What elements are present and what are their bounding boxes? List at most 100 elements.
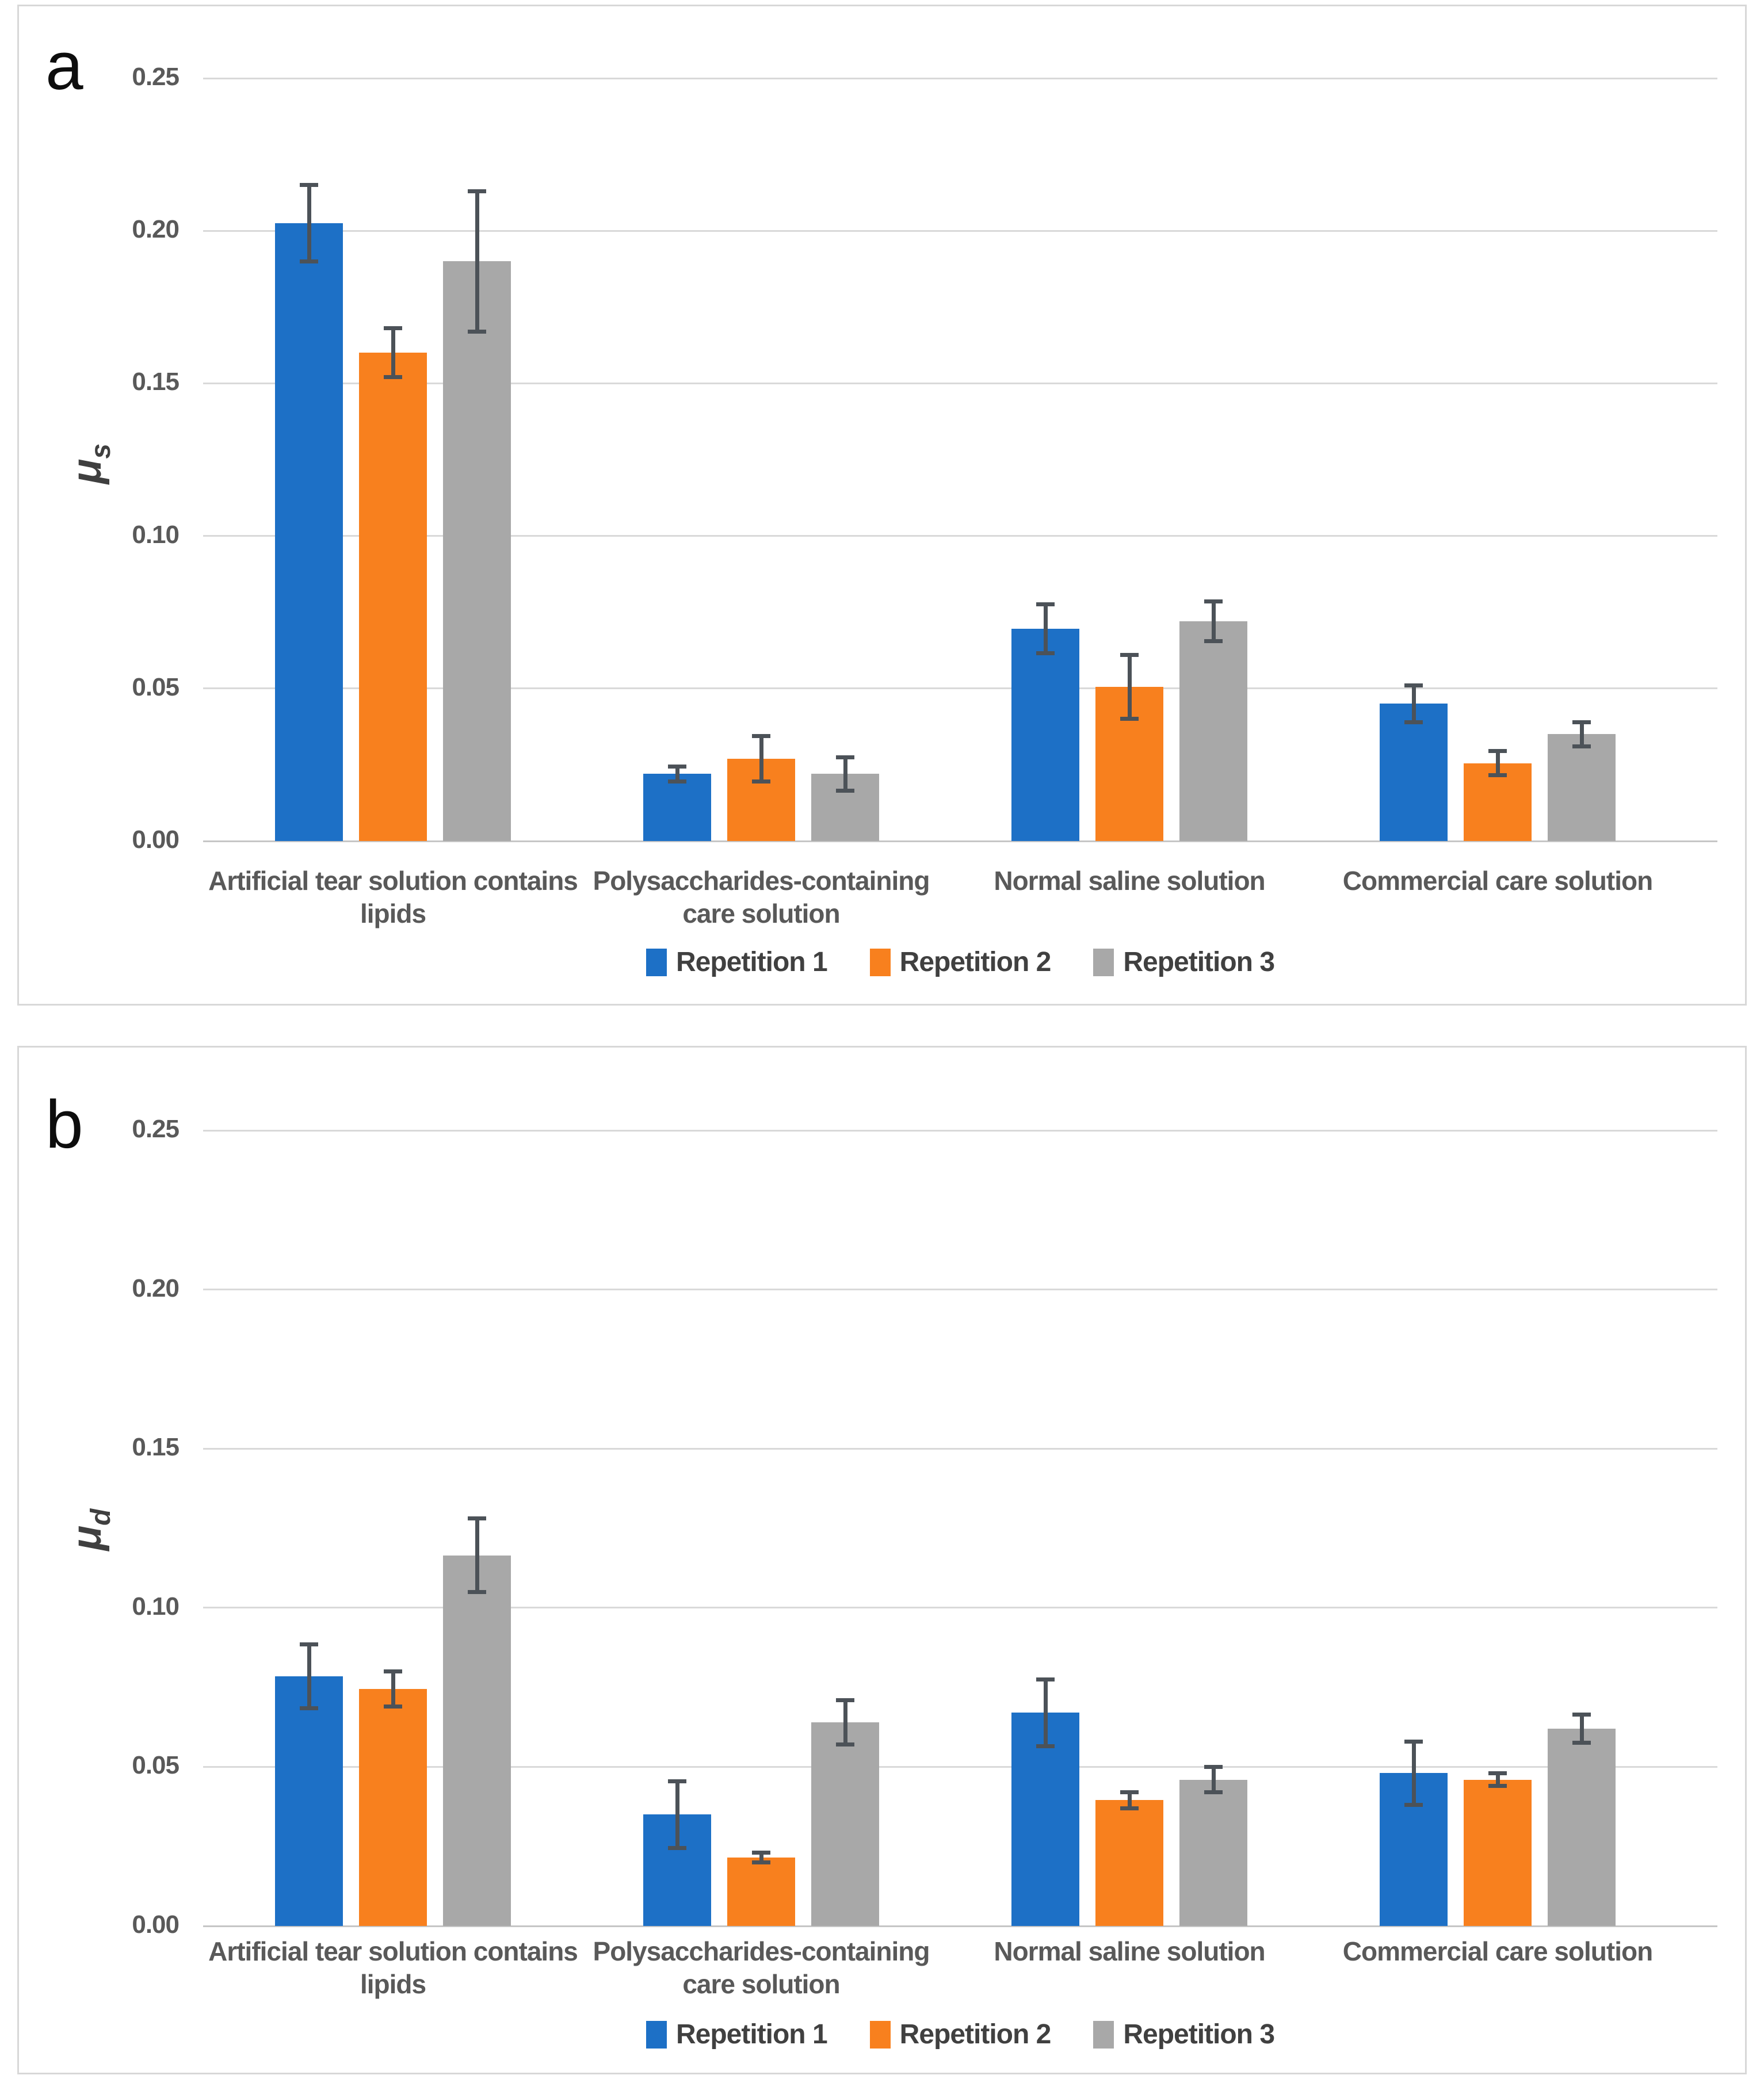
bar-repetition-3	[443, 1556, 511, 1926]
error-bar-cap-bottom	[668, 779, 686, 784]
gridline	[203, 1448, 1717, 1450]
error-bar-cap-top	[384, 326, 402, 330]
legend: Repetition 1 Repetition 2 Repetition 3	[203, 946, 1717, 978]
category-label: Polysaccharides-containing care solution	[593, 1936, 930, 1999]
error-bar-line	[1128, 655, 1132, 719]
legend-label: Repetition 3	[1123, 947, 1275, 977]
error-bar-cap-bottom	[836, 789, 854, 793]
legend-label: Repetition 3	[1123, 2019, 1275, 2050]
legend: Repetition 1 Repetition 2 Repetition 3	[203, 2019, 1717, 2050]
panel-b: b μd 0.00 0.05 0.10 0.15 0.20 0.25 Artificial …	[17, 1046, 1747, 2074]
error-bar-line	[1044, 605, 1048, 653]
mu-subscript: s	[86, 443, 116, 459]
error-bar-line	[1412, 1741, 1416, 1805]
error-bar-cap-top	[1120, 653, 1139, 657]
legend-swatch-icon	[869, 948, 891, 976]
error-bar-cap-top	[300, 1642, 318, 1646]
legend-swatch-icon	[646, 2020, 667, 2049]
y-tick-label: 0.00	[132, 826, 180, 854]
bar-repetition-2	[727, 1858, 795, 1926]
gridline	[203, 1130, 1717, 1132]
legend-swatch-icon	[1093, 948, 1114, 976]
error-bar-cap-top	[1404, 683, 1423, 687]
bar-repetition-3	[811, 1722, 879, 1926]
bar-repetition-2	[1095, 1800, 1163, 1926]
error-bar-cap-bottom	[668, 1846, 686, 1850]
x-axis-baseline	[203, 1925, 1717, 1927]
y-tick-label: 0.00	[132, 1910, 180, 1939]
y-tick-label: 0.10	[132, 1592, 180, 1621]
legend-item-repetition-2: Repetition 2	[869, 946, 1052, 978]
category-label: Polysaccharides-containing care solution	[593, 866, 930, 928]
error-bar-cap-bottom	[300, 1706, 318, 1710]
error-bar-line	[843, 757, 847, 790]
error-bar-cap-bottom	[1488, 773, 1507, 777]
legend-swatch-icon	[1093, 2020, 1114, 2049]
category-label: Artificial tear solution contains lipids	[208, 1936, 578, 1999]
y-tick-label: 0.15	[132, 368, 180, 396]
bar-repetition-3	[443, 261, 511, 841]
error-bar-cap-top	[1404, 1740, 1423, 1744]
error-bar-cap-top	[1036, 602, 1055, 606]
bar-repetition-3	[1179, 1780, 1247, 1926]
bar-repetition-1	[275, 223, 343, 841]
error-bar-cap-top	[836, 755, 854, 759]
gridline	[203, 383, 1717, 384]
y-tick-label: 0.20	[132, 1274, 180, 1302]
error-bar-line	[1212, 602, 1216, 641]
error-bar-line	[675, 1781, 679, 1848]
error-bar-line	[1580, 722, 1584, 746]
gridline	[203, 78, 1717, 79]
legend-label: Repetition 2	[899, 947, 1052, 977]
bar-repetition-1	[643, 774, 711, 841]
error-bar-cap-top	[1204, 1765, 1223, 1769]
error-bar-line	[759, 1853, 763, 1863]
error-bar-cap-bottom	[384, 375, 402, 379]
error-bar-line	[1128, 1793, 1132, 1809]
y-tick-label: 0.25	[132, 63, 180, 91]
error-bar-cap-bottom	[300, 259, 318, 263]
error-bar-cap-top	[836, 1698, 854, 1702]
error-bar-line	[475, 191, 479, 331]
legend-item-repetition-3: Repetition 3	[1093, 946, 1275, 978]
error-bar-cap-top	[468, 1516, 486, 1520]
legend-swatch-icon	[869, 2020, 891, 2049]
error-bar-cap-top	[1120, 1790, 1139, 1794]
bar-repetition-1	[1380, 704, 1448, 841]
error-bar-cap-top	[468, 189, 486, 193]
error-bar-line	[475, 1519, 479, 1592]
y-tick-label: 0.20	[132, 215, 180, 243]
gridline	[203, 687, 1717, 689]
gridline	[203, 1289, 1717, 1290]
error-bar-cap-top	[1204, 599, 1223, 603]
error-bar-cap-bottom	[1572, 1741, 1591, 1745]
x-axis-baseline	[203, 840, 1717, 842]
legend-swatch-icon	[646, 948, 667, 976]
y-tick-label: 0.05	[132, 1751, 180, 1779]
error-bar-cap-top	[384, 1669, 402, 1673]
error-bar-cap-bottom	[1404, 720, 1423, 724]
error-bar-cap-bottom	[1404, 1803, 1423, 1807]
error-bar-line	[1044, 1679, 1048, 1746]
bar-repetition-3	[1548, 1729, 1616, 1926]
error-bar-cap-bottom	[1120, 717, 1139, 721]
error-bar-line	[307, 185, 311, 262]
error-bar-line	[1496, 751, 1500, 775]
error-bar-cap-top	[1488, 1771, 1507, 1775]
gridline	[203, 1607, 1717, 1608]
error-bar-cap-bottom	[1572, 744, 1591, 748]
error-bar-line	[1580, 1714, 1584, 1743]
error-bar-cap-bottom	[1204, 639, 1223, 643]
legend-label: Repetition 1	[675, 947, 828, 977]
bar-repetition-1	[275, 1676, 343, 1926]
error-bar-cap-bottom	[384, 1705, 402, 1709]
legend-item-repetition-2: Repetition 2	[869, 2019, 1051, 2050]
error-bar-cap-top	[1488, 749, 1507, 753]
gridline	[203, 535, 1717, 537]
category-label: Artificial tear solution contains lipids	[208, 866, 578, 928]
error-bar-line	[675, 766, 679, 782]
category-label: Normal saline solution	[994, 866, 1265, 896]
panel-a: a μs 0.00 0.05 0.10 0.15 0.20 0.25 Artificial …	[17, 5, 1747, 1006]
error-bar-cap-top	[1572, 1713, 1591, 1717]
error-bar-cap-top	[300, 183, 318, 187]
